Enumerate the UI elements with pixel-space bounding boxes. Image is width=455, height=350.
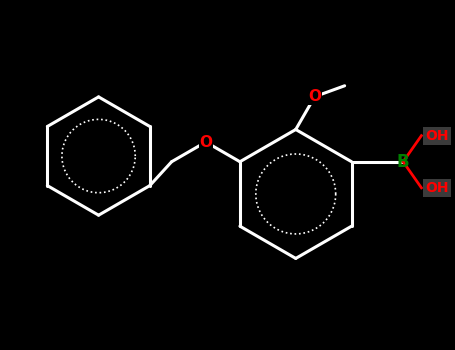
Text: O: O [199, 134, 212, 149]
Text: OH: OH [425, 129, 449, 143]
Text: O: O [308, 89, 321, 104]
Text: OH: OH [425, 181, 449, 195]
Text: B: B [397, 153, 410, 171]
